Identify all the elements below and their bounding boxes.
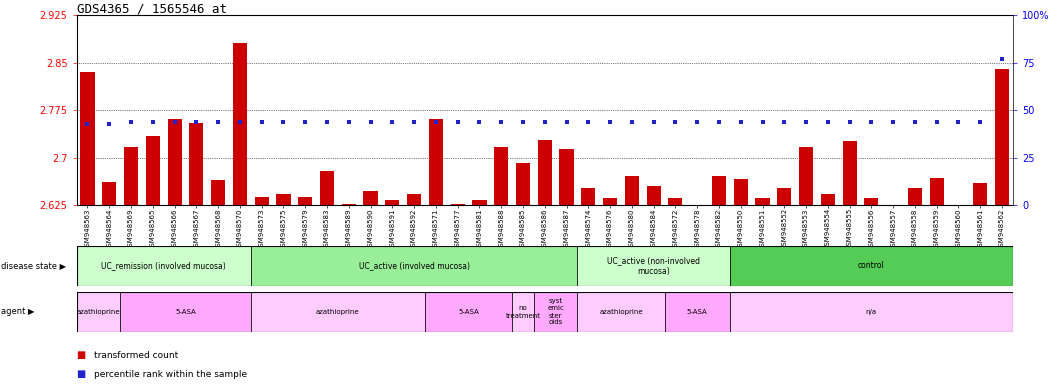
- Bar: [730, 246, 1013, 286]
- Bar: [472, 200, 486, 205]
- Bar: [385, 200, 399, 205]
- Bar: [364, 191, 378, 205]
- Bar: [408, 194, 421, 205]
- Text: UC_active (involved mucosa): UC_active (involved mucosa): [359, 262, 469, 270]
- Bar: [298, 197, 313, 205]
- Text: disease state ▶: disease state ▶: [1, 262, 66, 270]
- Bar: [734, 179, 748, 205]
- Text: azathioprine: azathioprine: [599, 309, 643, 315]
- Text: UC_remission (involved mucosa): UC_remission (involved mucosa): [101, 262, 226, 270]
- Bar: [342, 204, 355, 205]
- Text: ■: ■: [77, 369, 86, 379]
- Bar: [102, 182, 116, 205]
- Bar: [712, 176, 726, 205]
- Text: agent ▶: agent ▶: [1, 308, 34, 316]
- Bar: [820, 194, 835, 205]
- Bar: [494, 147, 509, 205]
- Text: GDS4365 / 1565546_at: GDS4365 / 1565546_at: [77, 2, 227, 15]
- Bar: [77, 246, 251, 286]
- Bar: [251, 246, 578, 286]
- Bar: [167, 119, 182, 205]
- Bar: [777, 188, 792, 205]
- Bar: [755, 199, 769, 205]
- Bar: [512, 292, 534, 332]
- Bar: [578, 292, 665, 332]
- Bar: [81, 73, 95, 205]
- Bar: [974, 183, 987, 205]
- Bar: [560, 149, 573, 205]
- Bar: [233, 43, 247, 205]
- Text: syst
emic
ster
oids: syst emic ster oids: [547, 298, 564, 326]
- Bar: [581, 188, 596, 205]
- Bar: [665, 292, 730, 332]
- Text: n/a: n/a: [866, 309, 877, 315]
- Bar: [189, 123, 203, 205]
- Bar: [146, 136, 160, 205]
- Bar: [124, 147, 138, 205]
- Bar: [211, 180, 226, 205]
- Bar: [254, 197, 269, 205]
- Bar: [995, 69, 1009, 205]
- Text: azathioprine: azathioprine: [316, 309, 360, 315]
- Text: percentile rank within the sample: percentile rank within the sample: [94, 370, 247, 379]
- Bar: [603, 199, 617, 205]
- Text: ■: ■: [77, 350, 86, 360]
- Bar: [251, 292, 425, 332]
- Bar: [450, 204, 465, 205]
- Bar: [578, 246, 730, 286]
- Bar: [320, 170, 334, 205]
- Text: transformed count: transformed count: [94, 351, 178, 360]
- Bar: [647, 186, 661, 205]
- Bar: [730, 292, 1013, 332]
- Text: 5-ASA: 5-ASA: [687, 309, 708, 315]
- Bar: [843, 141, 857, 205]
- Bar: [864, 199, 879, 205]
- Bar: [277, 194, 290, 205]
- Bar: [425, 292, 512, 332]
- Text: 5-ASA: 5-ASA: [176, 309, 196, 315]
- Bar: [691, 205, 704, 211]
- Bar: [516, 163, 530, 205]
- Text: no
treatment: no treatment: [505, 306, 541, 318]
- Bar: [429, 119, 443, 205]
- Bar: [908, 188, 922, 205]
- Bar: [799, 147, 813, 205]
- Text: 5-ASA: 5-ASA: [459, 309, 479, 315]
- Bar: [930, 178, 944, 205]
- Bar: [668, 199, 682, 205]
- Bar: [120, 292, 251, 332]
- Text: control: control: [858, 262, 885, 270]
- Bar: [625, 176, 639, 205]
- Bar: [534, 292, 578, 332]
- Bar: [77, 292, 120, 332]
- Text: UC_active (non-involved
mucosa): UC_active (non-involved mucosa): [608, 256, 700, 276]
- Text: azathioprine: azathioprine: [77, 309, 120, 315]
- Bar: [537, 140, 552, 205]
